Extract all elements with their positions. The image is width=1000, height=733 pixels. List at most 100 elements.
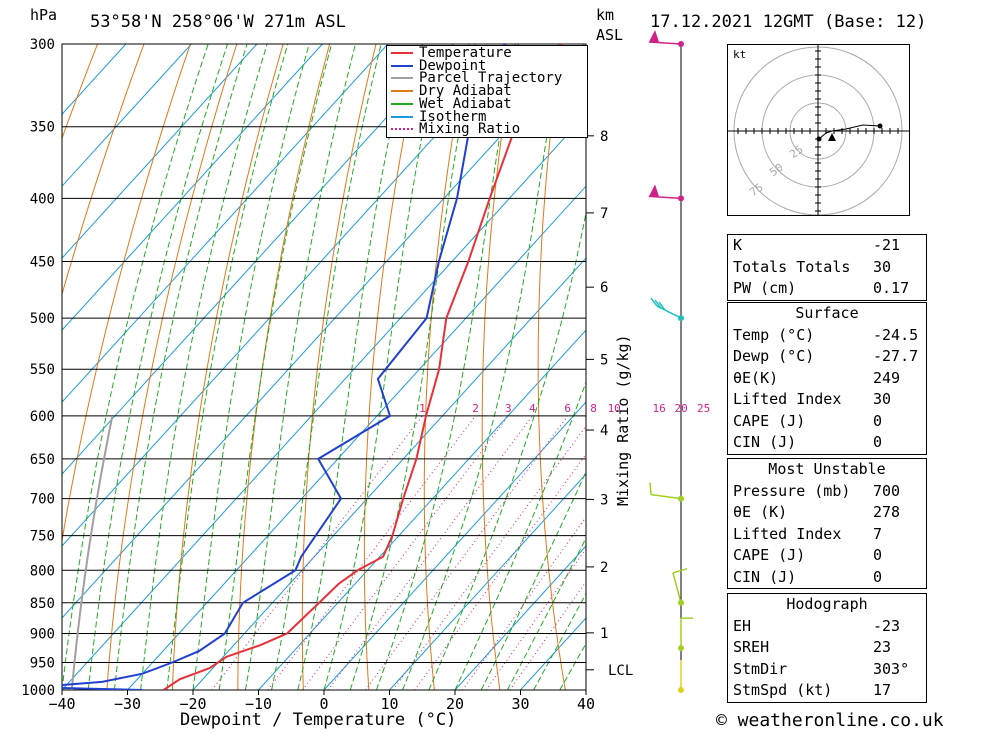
hodo-point-start [816, 136, 822, 142]
hodo-row-stmdir: StmDir 303° [733, 659, 910, 678]
surface-row-cin: CIN (J) 0 [733, 433, 883, 451]
surface-title: Surface [795, 304, 859, 322]
x-tick-label: 10 [380, 695, 398, 713]
wind-barb-pennant [649, 30, 659, 42]
most-unstable-title: Most Unstable [768, 460, 886, 478]
mixing-ratio-label: 1 [419, 402, 426, 415]
hodo-storm-motion-marker [828, 133, 836, 141]
legend-item: Dewpoint [391, 59, 486, 73]
pressure-label: 350 [30, 120, 55, 136]
hodo-row-sreh: SREH 23 [733, 638, 892, 656]
pressure-label: 1000 [21, 683, 55, 699]
isotherm-line [62, 44, 258, 259]
mixing-ratio-line [364, 415, 569, 690]
legend-item: Isotherm [391, 110, 486, 124]
mixing-ratio-label: 6 [564, 402, 571, 415]
legend-label: Parcel Trajectory [419, 70, 563, 87]
pressure-label: 800 [30, 563, 55, 579]
wind-barb-feather [654, 299, 662, 309]
isotherm-line [62, 44, 127, 115]
pressure-label: 550 [30, 362, 55, 378]
surface-row-lifted: Lifted Index 30 [733, 390, 892, 408]
legend-box: Temperature Dewpoint Parcel Trajectory Dry … [386, 45, 588, 138]
x-axis-title: Dewpoint / Temperature (°C) [180, 710, 457, 730]
parcel-trajectory-line [70, 415, 114, 690]
legend-swatch [391, 77, 413, 80]
mixing-ratio-label: 2 [472, 402, 479, 415]
mixing-ratio-line [211, 415, 423, 690]
hodograph-panel: kt 25 50 75 [727, 44, 910, 216]
wet-adiabat-line [375, 44, 516, 690]
km-label: km [596, 6, 615, 24]
pressure-unit-label: hPa [30, 6, 58, 24]
x-tick-label: −20 [179, 695, 206, 713]
legend-swatch [391, 90, 413, 93]
dry-adiabat-line [237, 44, 331, 690]
legend-label: Dry Adiabat [419, 83, 512, 100]
mixing-ratio-axis-label: Mixing Ratio (g/kg) [614, 334, 632, 506]
wind-barb-feather [649, 482, 652, 495]
legend-swatch [391, 52, 413, 54]
wet-adiabat-line [428, 210, 586, 690]
mixing-ratio-label: 4 [529, 402, 536, 415]
wet-adiabat-line [62, 44, 209, 690]
isotherm-line [62, 44, 323, 331]
wet-adiabat-line [323, 44, 441, 690]
wet-adiabat-line [297, 44, 410, 690]
dry-adiabat-line [106, 44, 238, 690]
x-tick-label: 0 [319, 695, 328, 713]
mixing-ratio-label: 16 [652, 402, 665, 415]
index-row-k: K -21 [733, 236, 901, 254]
mu-row-pressure: Pressure (mb) 700 [733, 481, 901, 500]
wind-barb-shaft [650, 493, 682, 500]
pressure-label: 500 [30, 311, 55, 327]
mixing-ratio-line [392, 425, 586, 690]
hodo-trace [818, 124, 881, 140]
hodo-label-25: 25 [787, 143, 805, 161]
pressure-label: 400 [30, 191, 55, 207]
wet-adiabat-line [192, 44, 310, 690]
x-tick-label: −40 [48, 695, 75, 713]
km-height-label: LCL [608, 663, 633, 679]
isotherm-line [62, 44, 389, 403]
wet-adiabat-line [480, 470, 586, 690]
legend-item: Parcel Trajectory [391, 70, 563, 87]
mixing-ratio-line [509, 580, 586, 690]
hodo-unit: kt [733, 48, 746, 61]
dry-adiabat-line [301, 44, 377, 690]
hodograph-svg: kt 25 50 75 [728, 45, 909, 216]
wind-barb-feather [658, 301, 666, 311]
location-title: 53°58'N 258°06'W 271m ASL [90, 12, 346, 32]
wind-barb-feather [650, 297, 658, 307]
km-height-label: 3 [600, 492, 608, 508]
surface-row-dewp: Dewp (°C) -27.7 [733, 347, 919, 365]
indices-table: K -21 Totals Totals 30 PW (cm) 0.17 [727, 234, 927, 301]
pressure-label: 700 [30, 492, 55, 508]
km-height-label: 5 [600, 352, 608, 368]
pressure-label: 900 [30, 626, 55, 642]
wind-barb-shaft [648, 41, 682, 45]
isotherm-line [323, 401, 586, 690]
wind-barb-feather [672, 568, 688, 574]
pressure-label: 850 [30, 596, 55, 612]
dry-adiabat-line [979, 35, 1000, 690]
surface-table: Surface Temp (°C) -24.5 Dewp (°C) -27.7 θE… [727, 302, 927, 455]
mu-row-lifted: Lifted Index 7 [733, 524, 883, 543]
wet-adiabat-line [506, 537, 586, 690]
hodograph-stats-title: Hodograph [786, 595, 868, 613]
temperature-profile-line [162, 44, 562, 690]
surface-row-temp: Temp (°C) -24.5 [733, 325, 919, 344]
legend-swatch [391, 128, 413, 131]
wet-adiabat-line [244, 44, 356, 690]
legend-item: Mixing Ratio [391, 122, 520, 136]
dry-adiabat-line [171, 44, 284, 690]
isotherm-line [454, 545, 586, 690]
legend-swatch [391, 64, 413, 67]
wet-adiabat-line [218, 44, 333, 690]
x-tick-label: 40 [577, 695, 595, 713]
copyright-link[interactable]: © weatheronline.co.uk [716, 710, 944, 731]
wet-adiabat-line [454, 380, 586, 690]
legend-swatch [391, 115, 413, 118]
pressure-label: 750 [30, 529, 55, 545]
wet-adiabat-line [533, 592, 586, 690]
